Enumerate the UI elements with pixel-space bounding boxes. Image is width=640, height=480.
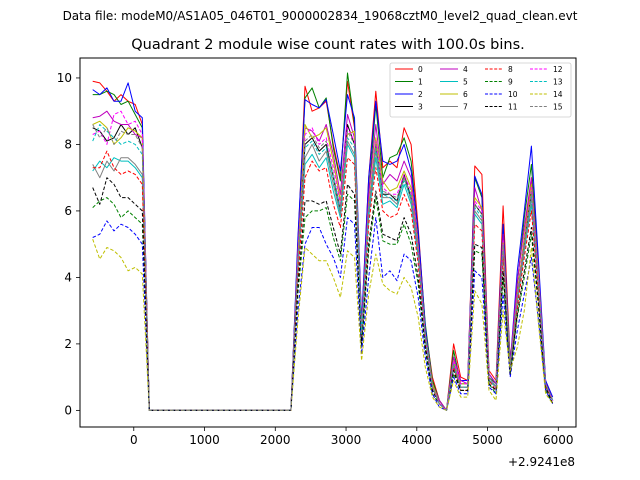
series-line-12: [92, 110, 554, 411]
figure-suptitle: Data file: modeM0/AS1A05_046T01_90000028…: [63, 9, 578, 23]
legend-label-14: 14: [553, 90, 563, 99]
legend-label-5: 5: [463, 78, 468, 87]
legend-label-0: 0: [418, 65, 423, 74]
legend-label-6: 6: [463, 90, 468, 99]
legend-label-12: 12: [553, 65, 563, 74]
y-tick-label: 10: [57, 71, 72, 85]
series-line-15: [92, 124, 554, 411]
legend-label-8: 8: [508, 65, 513, 74]
y-tick-label: 4: [64, 270, 72, 284]
plot-frame: [79, 57, 577, 428]
series-layer: [92, 72, 554, 411]
legend-label-7: 7: [463, 103, 468, 112]
series-line-11: [92, 177, 554, 411]
legend-label-9: 9: [508, 78, 513, 87]
series-line-13: [92, 124, 554, 411]
legend-label-3: 3: [418, 103, 423, 112]
x-tick-label: 4000: [402, 433, 433, 447]
x-axis-offset-label: +2.9241e8: [508, 455, 575, 469]
legend-label-4: 4: [463, 65, 468, 74]
y-tick-label: 2: [64, 337, 72, 351]
legend-label-10: 10: [508, 90, 518, 99]
y-tick-label: 0: [64, 403, 72, 417]
legend-label-15: 15: [553, 103, 563, 112]
chart-title: Quadrant 2 module wise count rates with …: [131, 37, 525, 53]
x-tick-label: 3000: [331, 433, 362, 447]
legend-frame: [389, 62, 572, 118]
x-tick-label: 1000: [189, 433, 220, 447]
series-line-14: [92, 239, 554, 411]
legend-label-13: 13: [553, 78, 563, 87]
x-tick-label: 0: [130, 433, 138, 447]
legend-label-11: 11: [508, 103, 518, 112]
legend-label-2: 2: [418, 90, 423, 99]
y-tick-label: 8: [64, 137, 72, 151]
axis-ticks: 0 1000 2000 3000 4000 5000 6000 0 2 4 6 8 10: [57, 71, 574, 447]
x-tick-label: 6000: [543, 433, 574, 447]
y-tick-label: 6: [64, 204, 72, 218]
x-tick-label: 5000: [472, 433, 503, 447]
x-tick-label: 2000: [260, 433, 291, 447]
legend-label-1: 1: [418, 78, 423, 87]
